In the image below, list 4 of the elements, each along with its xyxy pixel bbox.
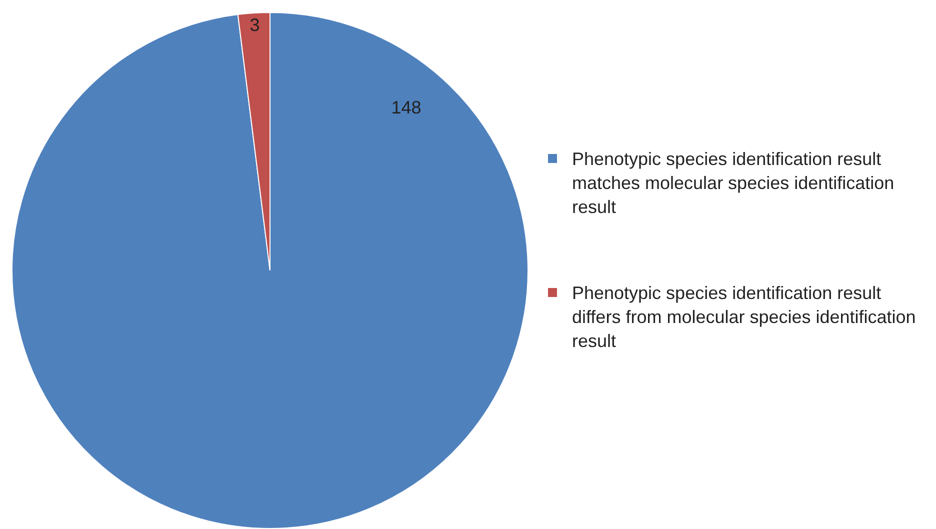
legend-label: Phenotypic species identification result differs from molecular species identification result (572, 282, 917, 353)
data-label: 148 (391, 98, 422, 118)
data-label: 3 (250, 14, 260, 35)
legend-label: Phenotypic species identification result matches molecular species identification result (572, 148, 896, 219)
